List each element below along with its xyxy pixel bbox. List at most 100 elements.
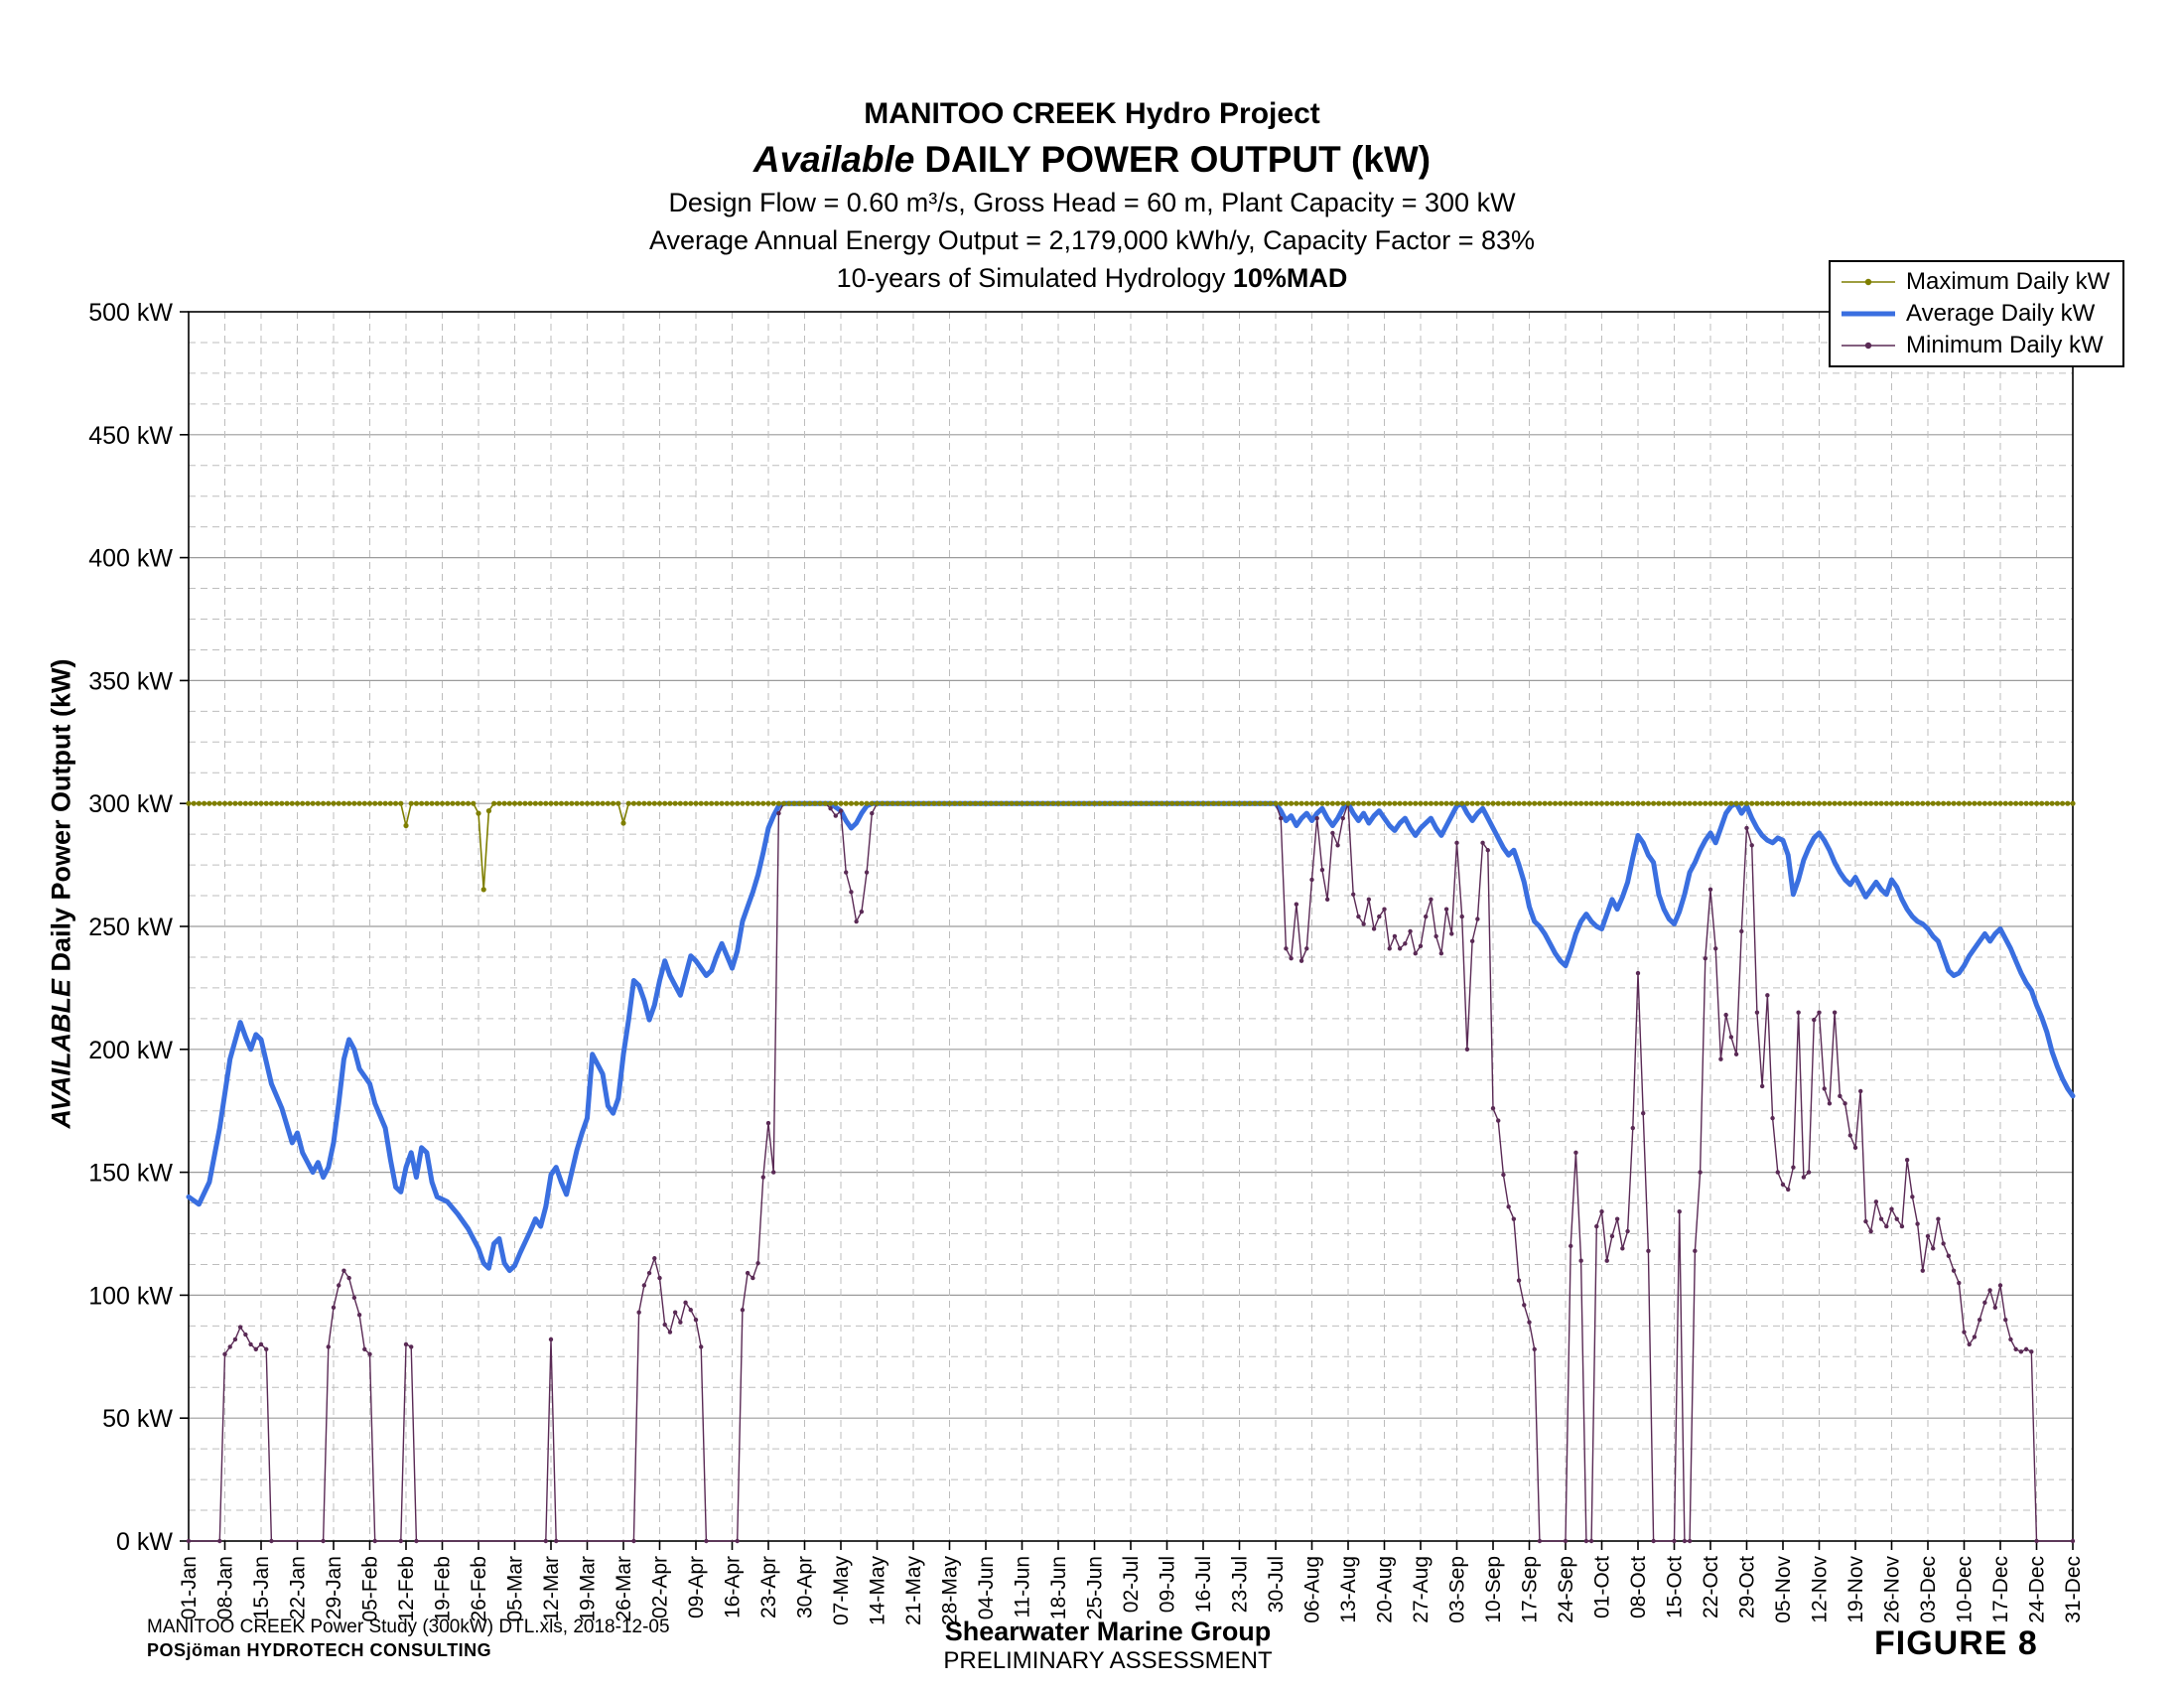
x-tick-label: 21-May xyxy=(902,1556,925,1626)
minimum-line-sample-icon xyxy=(1842,342,1895,350)
y-tick-label: 50 kW xyxy=(102,1405,173,1433)
y-tick-label: 400 kW xyxy=(88,545,173,573)
x-tick-label: 11-Jun xyxy=(1012,1556,1034,1618)
chart-title: MANITOO CREEK Hydro Project xyxy=(864,97,1320,130)
x-tick-label: 24-Sep xyxy=(1555,1556,1577,1623)
y-tick-label: 300 kW xyxy=(88,790,173,818)
x-tick-label: 01-Oct xyxy=(1591,1556,1614,1618)
client-name: Shearwater Marine Group xyxy=(944,1617,1272,1646)
y-tick-label: 250 kW xyxy=(88,914,173,941)
x-tick-label: 10-Sep xyxy=(1482,1556,1505,1623)
x-tick-label: 03-Dec xyxy=(1917,1556,1940,1623)
x-tick-label: 15-Jan xyxy=(250,1556,273,1619)
x-tick-label: 10-Dec xyxy=(1954,1556,1977,1623)
y-tick-label: 150 kW xyxy=(88,1160,173,1188)
x-tick-label: 16-Apr xyxy=(722,1556,745,1618)
legend-label-minimum: Minimum Daily kW xyxy=(1906,332,2104,358)
x-tick-label: 09-Jul xyxy=(1157,1556,1179,1613)
average-line-sample-icon xyxy=(1842,311,1895,317)
x-tick-label: 15-Oct xyxy=(1664,1556,1687,1618)
subtitle-main: DAILY POWER OUTPUT (kW) xyxy=(924,139,1432,180)
x-tick-label: 12-Nov xyxy=(1809,1556,1832,1623)
x-tick-label: 20-Aug xyxy=(1374,1556,1397,1623)
x-tick-label: 04-Jun xyxy=(975,1556,998,1619)
x-tick-label: 05-Feb xyxy=(359,1556,382,1622)
energy-output-line: Average Annual Energy Output = 2,179,000… xyxy=(648,225,1536,255)
figure-number: FIGURE 8 xyxy=(1874,1624,2038,1662)
y-tick-label: 0 kW xyxy=(116,1528,173,1556)
x-tick-label: 17-Sep xyxy=(1519,1556,1542,1623)
legend-item-maximum: Maximum Daily kW xyxy=(1839,268,2115,296)
gridlines xyxy=(189,312,2073,1541)
client-block: Shearwater Marine Group PRELIMINARY ASSE… xyxy=(0,1617,2184,1675)
x-tick-label: 27-Aug xyxy=(1410,1556,1433,1623)
x-tick-label: 26-Mar xyxy=(613,1556,635,1622)
x-tick-label: 16-Jul xyxy=(1192,1556,1215,1613)
x-tick-label: 19-Mar xyxy=(577,1556,600,1622)
series-average-daily-kw xyxy=(186,800,2076,1274)
x-tick-label: 18-Jun xyxy=(1047,1556,1070,1619)
y-tick-label: 500 kW xyxy=(88,299,173,327)
x-tick-label: 12-Mar xyxy=(540,1556,563,1622)
x-tick-label: 17-Dec xyxy=(1989,1556,2012,1623)
x-tick-label: 07-May xyxy=(830,1556,853,1626)
x-tick-label: 30-Jul xyxy=(1265,1556,1288,1613)
axes: 0 kW 50 kW 100 kW 150 kW 200 kW 250 kW 300 kW 3… xyxy=(88,299,2085,1625)
x-tick-label: 06-Aug xyxy=(1301,1556,1324,1623)
y-tick-label: 100 kW xyxy=(88,1282,173,1310)
series-minimum-daily-kw xyxy=(186,801,2076,1544)
x-tick-label: 13-Aug xyxy=(1337,1556,1360,1623)
x-tick-label: 26-Nov xyxy=(1881,1556,1904,1623)
y-axis-title-available: AVAILABLE xyxy=(46,979,76,1129)
y-tick-label: 350 kW xyxy=(88,667,173,695)
x-tick-label: 19-Nov xyxy=(1844,1556,1867,1623)
x-tick-label: 30-Apr xyxy=(794,1556,817,1618)
x-tick-label: 08-Oct xyxy=(1627,1556,1650,1618)
x-tick-label: 09-Apr xyxy=(685,1556,708,1618)
assessment-note: PRELIMINARY ASSESSMENT xyxy=(943,1647,1273,1674)
x-tick-label: 29-Jan xyxy=(323,1556,345,1619)
x-tick-label: 23-Jul xyxy=(1229,1556,1252,1613)
x-tick-label: 23-Apr xyxy=(757,1556,780,1618)
consulting-logo-text: POSjöman HYDROTECH CONSULTING xyxy=(147,1640,492,1660)
x-tick-label: 25-Jun xyxy=(1084,1556,1107,1619)
x-tick-label: 02-Apr xyxy=(649,1556,672,1618)
legend: Maximum Daily kW Average Daily kW Minimu… xyxy=(1829,260,2124,367)
y-tick-label: 450 kW xyxy=(88,422,173,450)
legend-item-minimum: Minimum Daily kW xyxy=(1839,332,2115,359)
x-tick-label: 24-Dec xyxy=(2026,1556,2049,1623)
design-parameters-line: Design Flow = 0.60 m³/s, Gross Head = 60… xyxy=(668,188,1516,217)
hydrology-prefix: 10-years of Simulated Hydrology xyxy=(836,263,1233,293)
chart-subtitle: Available DAILY POWER OUTPUT (kW) xyxy=(0,139,2184,181)
x-tick-label: 03-Sep xyxy=(1446,1556,1469,1623)
x-tick-label: 05-Mar xyxy=(504,1556,527,1622)
x-tick-label: 22-Oct xyxy=(1700,1556,1722,1618)
maximum-line-sample-icon xyxy=(1842,278,1895,286)
x-tick-label: 19-Feb xyxy=(432,1556,455,1622)
x-tick-label: 14-May xyxy=(867,1556,889,1626)
hydrology-mad: 10%MAD xyxy=(1232,263,1348,293)
chart-header: MANITOO CREEK Hydro Project Available DAI… xyxy=(0,97,2184,294)
source-file-note: MANITOO CREEK Power Study (300kW) DTL.xl… xyxy=(147,1617,670,1637)
legend-label-average: Average Daily kW xyxy=(1906,300,2096,327)
x-tick-label: 28-May xyxy=(939,1556,962,1626)
legend-label-maximum: Maximum Daily kW xyxy=(1906,268,2111,295)
hydrology-line: 10-years of Simulated Hydrology 10%MAD xyxy=(0,263,2184,294)
subtitle-available: Available xyxy=(752,139,915,180)
x-tick-label: 31-Dec xyxy=(2062,1556,2085,1623)
x-tick-label: 02-Jul xyxy=(1120,1556,1143,1613)
y-axis-title-rest: Daily Power Output (kW) xyxy=(46,658,76,980)
x-tick-label: 12-Feb xyxy=(395,1556,418,1622)
y-axis-title: AVAILABLE Daily Power Output (kW) xyxy=(47,658,77,1128)
legend-item-average: Average Daily kW xyxy=(1839,300,2115,328)
x-tick-label: 29-Oct xyxy=(1736,1556,1759,1618)
x-tick-label: 26-Feb xyxy=(468,1556,490,1622)
x-tick-label: 08-Jan xyxy=(214,1556,237,1619)
series-maximum-daily-kw xyxy=(186,800,2076,893)
x-tick-label: 05-Nov xyxy=(1772,1556,1795,1623)
x-tick-label: 01-Jan xyxy=(178,1556,201,1619)
y-tick-label: 200 kW xyxy=(88,1037,173,1064)
x-tick-label: 22-Jan xyxy=(287,1556,310,1619)
